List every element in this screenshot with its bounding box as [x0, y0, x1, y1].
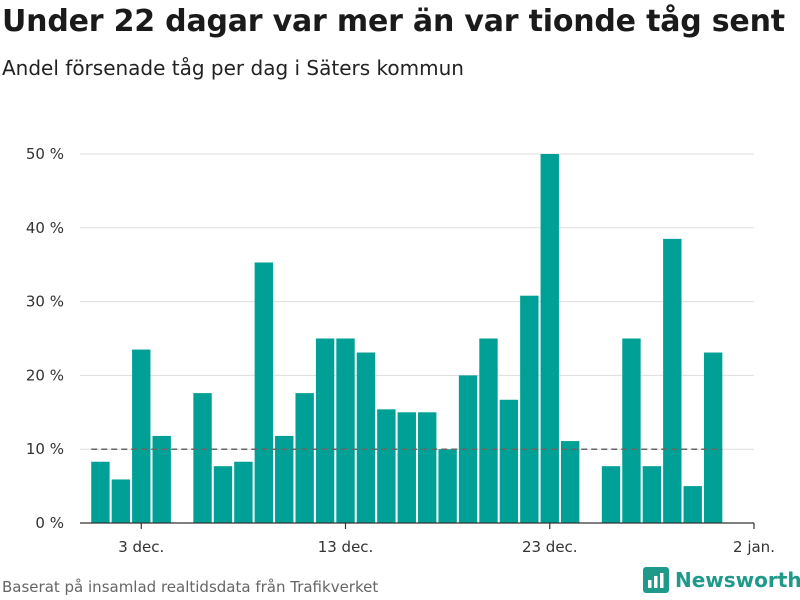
bar	[683, 486, 702, 523]
chart-subtitle: Andel försenade tåg per dag i Säters kom…	[2, 56, 464, 80]
bar	[213, 466, 233, 523]
y-tick-label: 50 %	[26, 145, 64, 163]
bar	[91, 461, 110, 523]
x-tick-label: 2 jan.	[733, 538, 775, 556]
bar	[479, 338, 498, 523]
source-note: Baserat på insamlad realtidsdata från Tr…	[2, 578, 379, 596]
y-tick-label: 0 %	[35, 514, 64, 532]
bar	[642, 466, 662, 523]
bar	[520, 295, 539, 523]
bar	[152, 435, 171, 523]
bar	[560, 441, 580, 523]
bar	[438, 449, 457, 523]
bar	[703, 352, 723, 523]
x-tick-label: 23 dec.	[522, 538, 578, 556]
bars	[91, 154, 723, 523]
bar	[622, 338, 641, 523]
bar	[336, 338, 355, 523]
bar	[275, 435, 294, 523]
bar	[540, 154, 559, 523]
axes: 0 % 10 % 20 % 30 % 40 % 50 % 3 dec. 13 dec. 23 d…	[26, 145, 775, 556]
bar	[377, 409, 396, 523]
bar	[418, 412, 437, 523]
bar	[295, 393, 314, 523]
brand-name: Newsworthy	[675, 568, 800, 592]
bar	[254, 262, 274, 523]
y-tick-label: 30 %	[26, 293, 64, 311]
y-tick-label: 20 %	[26, 366, 64, 384]
bar	[234, 461, 253, 523]
x-tick-label: 3 dec.	[118, 538, 164, 556]
bar	[663, 238, 682, 523]
brand-logo: Newsworthy	[643, 567, 800, 593]
bar	[499, 399, 519, 523]
newsworthy-logo-icon	[643, 567, 669, 593]
bar	[458, 375, 478, 523]
y-tick-label: 40 %	[26, 219, 64, 237]
bar	[315, 338, 335, 523]
chart-title: Under 22 dagar var mer än var tionde tåg…	[2, 4, 785, 39]
bar	[601, 466, 621, 523]
y-tick-label: 10 %	[26, 440, 64, 458]
bar	[111, 479, 131, 523]
bar	[132, 349, 151, 523]
bar	[193, 393, 212, 523]
bar	[397, 412, 416, 523]
x-tick-label: 13 dec.	[318, 538, 374, 556]
grid-lines	[80, 153, 754, 450]
bar	[356, 352, 376, 523]
